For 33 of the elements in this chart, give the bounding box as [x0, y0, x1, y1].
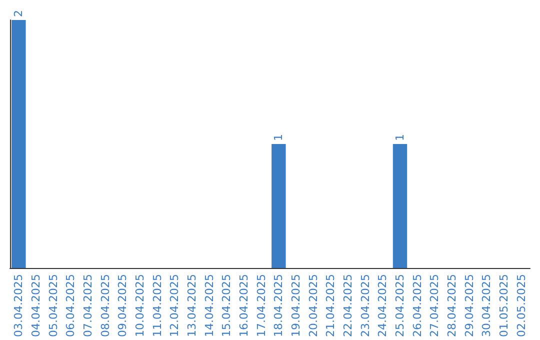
x-tick-label: 13.04.2025 — [186, 274, 198, 338]
x-tick-label: 18.04.2025 — [272, 274, 286, 338]
data-label: 1 — [272, 134, 286, 142]
data-label: 1 — [394, 134, 406, 142]
x-tick-label: 20.04.2025 — [306, 274, 320, 338]
x-tick-label: 04.04.2025 — [30, 274, 42, 338]
x-tick-label: 28.04.2025 — [446, 274, 458, 338]
x-tick-label: 17.04.2025 — [254, 274, 268, 338]
x-tick-label: 07.04.2025 — [82, 274, 94, 338]
data-label: 2 — [12, 10, 26, 17]
x-tick-label: 19.04.2025 — [290, 274, 302, 338]
x-tick-label: 10.04.2025 — [134, 274, 146, 338]
x-tick-label: 09.04.2025 — [116, 274, 130, 338]
x-tick-label: 27.04.2025 — [428, 274, 442, 338]
x-tick-label: 21.04.2025 — [324, 274, 338, 338]
x-tick-label: 05.04.2025 — [46, 274, 60, 338]
x-tick-label: 06.04.2025 — [64, 274, 78, 338]
x-tick-label: 08.04.2025 — [98, 274, 112, 338]
x-tick-label: 14.04.2025 — [202, 274, 216, 338]
x-tick-label: 26.04.2025 — [410, 274, 424, 338]
x-tick-label: 22.04.2025 — [342, 274, 354, 338]
x-tick-label: 23.04.2025 — [358, 274, 372, 338]
x-tick-label: 02.05.2025 — [514, 274, 528, 338]
x-tick-label: 01.05.2025 — [498, 274, 510, 338]
x-tick-label: 11.04.2025 — [150, 274, 164, 338]
x-tick-label: 03.04.2025 — [12, 274, 26, 338]
x-tick-label: 30.04.2025 — [480, 274, 494, 338]
x-tick-label: 24.04.2025 — [376, 274, 390, 338]
x-tick-label: 25.04.2025 — [394, 274, 406, 338]
x-tick-label: 29.04.2025 — [462, 274, 476, 338]
x-tick-label: 15.04.2025 — [220, 274, 234, 338]
x-tick-label: 12.04.2025 — [168, 274, 182, 338]
x-tick-label: 16.04.2025 — [238, 274, 250, 338]
